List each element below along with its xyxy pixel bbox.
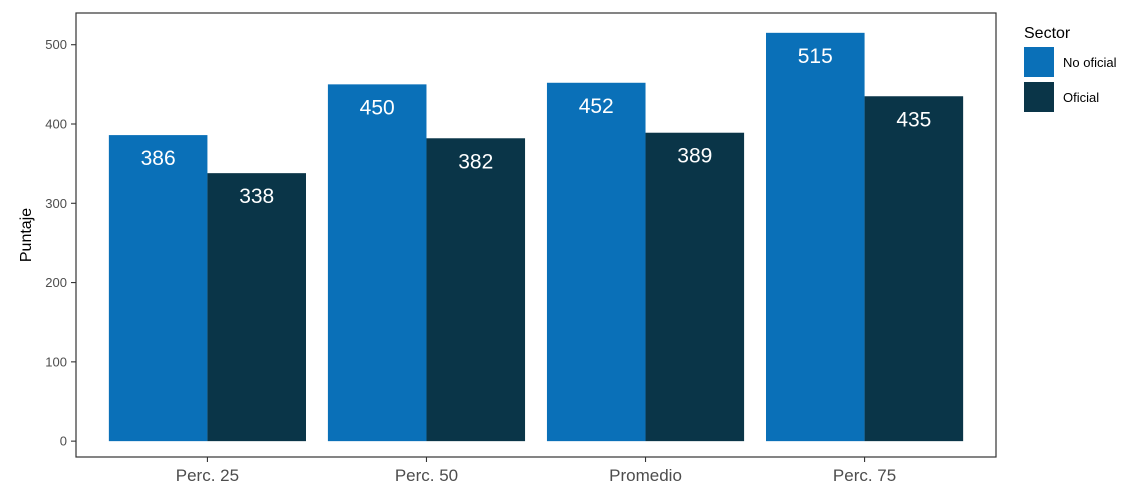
bar-value-label: 389 — [677, 145, 712, 168]
bar — [327, 84, 427, 442]
bar-value-label: 338 — [239, 185, 274, 208]
bars-group: 386 338 450 382 452 389 515 435 — [108, 32, 964, 442]
y-tick-label: 200 — [45, 275, 67, 290]
y-tick-label: 100 — [45, 354, 67, 369]
bar — [645, 132, 745, 442]
bar-value-label: 435 — [896, 108, 931, 131]
bar — [766, 32, 865, 442]
y-tick-label: 300 — [45, 196, 67, 211]
bar — [864, 96, 964, 442]
x-tick-label: Perc. 75 — [833, 466, 896, 484]
bar — [108, 135, 208, 442]
legend-swatch — [1024, 47, 1054, 77]
legend: Sector No oficial Oficial — [1024, 25, 1117, 112]
bar-value-label: 515 — [798, 45, 833, 68]
bar — [546, 82, 646, 442]
bar — [207, 173, 306, 442]
bar — [426, 138, 526, 442]
y-tick-label: 0 — [60, 434, 67, 449]
legend-label: No oficial — [1063, 55, 1117, 70]
y-axis-title: Puntaje — [18, 208, 35, 262]
y-tick-label: 500 — [45, 37, 67, 52]
legend-swatch — [1024, 82, 1054, 112]
legend-label: Oficial — [1063, 90, 1099, 105]
bar-value-label: 452 — [579, 95, 614, 118]
x-tick-label: Perc. 50 — [395, 466, 458, 484]
bar-value-label: 386 — [141, 147, 176, 170]
y-axis: 0 100 200 300 400 500 — [45, 37, 76, 449]
legend-title: Sector — [1024, 25, 1071, 42]
bar-value-label: 450 — [360, 96, 395, 119]
y-tick-label: 400 — [45, 117, 67, 132]
x-tick-label: Promedio — [609, 466, 682, 484]
bar-value-label: 382 — [458, 150, 493, 173]
x-tick-label: Perc. 25 — [176, 466, 239, 484]
x-axis: Perc. 25 Perc. 50 Promedio Perc. 75 — [176, 457, 896, 484]
